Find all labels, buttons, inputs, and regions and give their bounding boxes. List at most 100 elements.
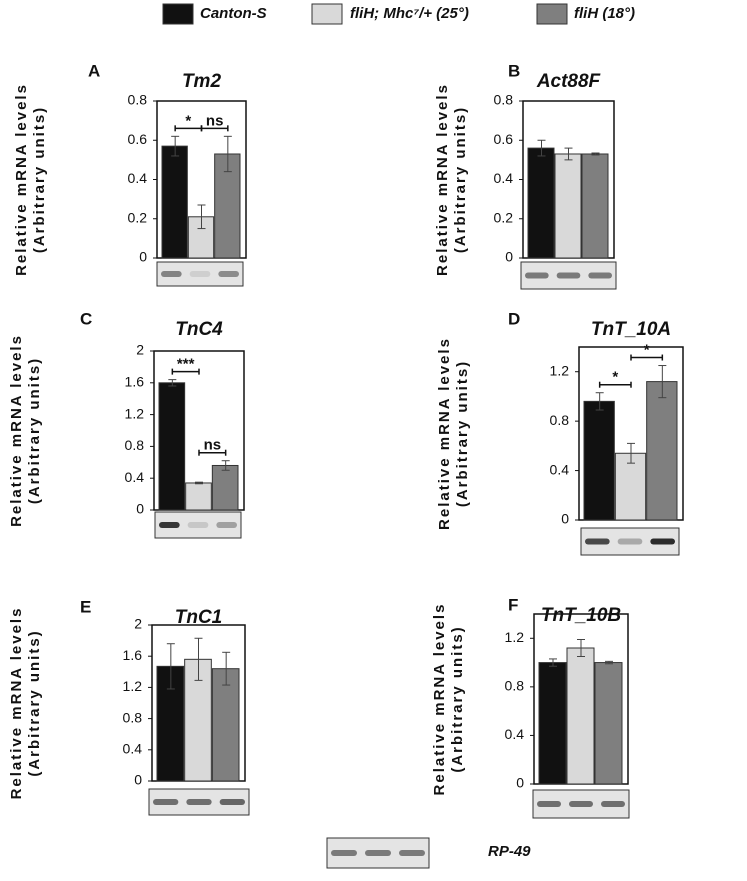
y-tick-label: 0.8 (505, 678, 525, 694)
y-axis-label: (Arbitrary units) (26, 357, 43, 504)
y-tick-label: 0 (505, 249, 513, 265)
error-bar (658, 365, 667, 399)
legend-label: Canton-S (200, 5, 267, 22)
y-axis-label: Relative mRNA levels (13, 83, 30, 276)
gel-band (585, 538, 610, 545)
bar (161, 145, 188, 259)
y-axis-label: (Arbitrary units) (26, 629, 43, 776)
y-tick-label: 1.2 (123, 678, 143, 694)
significance-label: ns (206, 112, 224, 129)
panel-letter: D (508, 309, 520, 328)
legend-swatch (311, 3, 343, 25)
chart-title: TnT_10B (541, 605, 622, 626)
chart-title: Tm2 (182, 71, 222, 92)
error-bar (223, 135, 232, 173)
y-tick-label: 0.4 (125, 469, 145, 485)
gel-band (556, 272, 581, 279)
chart-title: Act88F (536, 71, 602, 92)
bar (581, 153, 609, 259)
y-tick-label: 1.2 (505, 629, 525, 645)
error-bar (194, 637, 203, 681)
panel-letter: B (508, 61, 520, 80)
y-tick-label: 0.4 (494, 170, 514, 186)
error-bar (605, 660, 613, 665)
error-bar (197, 204, 206, 230)
gel-band (189, 271, 211, 277)
error-bar (222, 651, 231, 686)
error-bar (591, 152, 600, 156)
bar (211, 668, 240, 782)
y-tick-label: 0 (134, 772, 142, 788)
bar (185, 482, 212, 511)
y-axis-label: Relative mRNA levels (434, 83, 451, 276)
gel-band (601, 801, 625, 807)
y-tick-label: 0.4 (550, 461, 570, 477)
y-tick-label: 0 (136, 501, 144, 517)
error-bar (168, 379, 177, 387)
gel-band (153, 799, 179, 805)
significance-label: * (644, 342, 650, 359)
significance-label: ns (204, 437, 222, 454)
y-tick-label: 0.8 (128, 92, 148, 108)
y-axis-label: (Arbitrary units) (452, 106, 469, 253)
error-bar (221, 460, 230, 471)
y-tick-label: 1.2 (550, 362, 570, 378)
error-bar (595, 392, 604, 411)
significance-label: *** (177, 356, 195, 373)
error-bar (564, 147, 573, 161)
y-tick-label: 0 (139, 249, 147, 265)
gel-band (159, 522, 180, 528)
bar (594, 662, 623, 785)
reference-label: RP-49 (488, 843, 531, 860)
gel-band (216, 522, 237, 528)
significance-label: * (185, 112, 191, 129)
y-tick-label: 0.4 (123, 741, 143, 757)
bar (538, 662, 567, 785)
error-bar (171, 135, 180, 157)
gel-band (365, 850, 391, 856)
significance-label: * (612, 369, 618, 386)
panel-letter: A (88, 61, 100, 80)
error-bar (577, 639, 585, 657)
y-tick-label: 0.8 (123, 709, 143, 725)
chart-title: TnC1 (175, 607, 223, 628)
y-tick-label: 1.6 (125, 374, 145, 390)
y-axis-label: Relative mRNA levels (8, 334, 25, 527)
gel-band (219, 799, 245, 805)
panel-letter: F (508, 595, 518, 614)
y-tick-label: 0.2 (128, 209, 148, 225)
y-tick-label: 2 (136, 342, 144, 358)
gel-band (617, 538, 643, 545)
gel-band (218, 271, 239, 277)
y-tick-label: 0 (516, 775, 524, 791)
bar (583, 400, 615, 521)
panel-letter: C (80, 309, 92, 328)
legend-swatch (536, 3, 568, 25)
gel-band (161, 271, 182, 277)
chart-title: TnC4 (175, 319, 223, 340)
gel-band (650, 538, 675, 545)
legend-label: fliH (18°) (574, 5, 635, 22)
y-tick-label: 0.6 (128, 131, 148, 147)
bar (554, 153, 582, 259)
error-bar (537, 139, 546, 157)
panel-letter: E (80, 597, 91, 616)
gel-band (537, 801, 561, 807)
bar (187, 216, 215, 259)
chart-title: TnT_10A (591, 319, 671, 340)
gel-band (525, 272, 549, 279)
gel-band (569, 801, 593, 807)
y-tick-label: 0 (561, 511, 569, 527)
legend-label: fliH; Mhc⁷/+ (25°) (350, 5, 469, 22)
bar (646, 381, 678, 521)
y-axis-label: (Arbitrary units) (31, 106, 48, 253)
gel-band (186, 799, 212, 805)
y-tick-label: 1.6 (123, 647, 143, 663)
error-bar (166, 643, 175, 690)
y-axis-label: (Arbitrary units) (454, 360, 471, 507)
y-tick-label: 0.6 (494, 131, 514, 147)
y-tick-label: 0.8 (550, 412, 570, 428)
bar (614, 452, 647, 521)
y-tick-label: 0.2 (494, 209, 514, 225)
